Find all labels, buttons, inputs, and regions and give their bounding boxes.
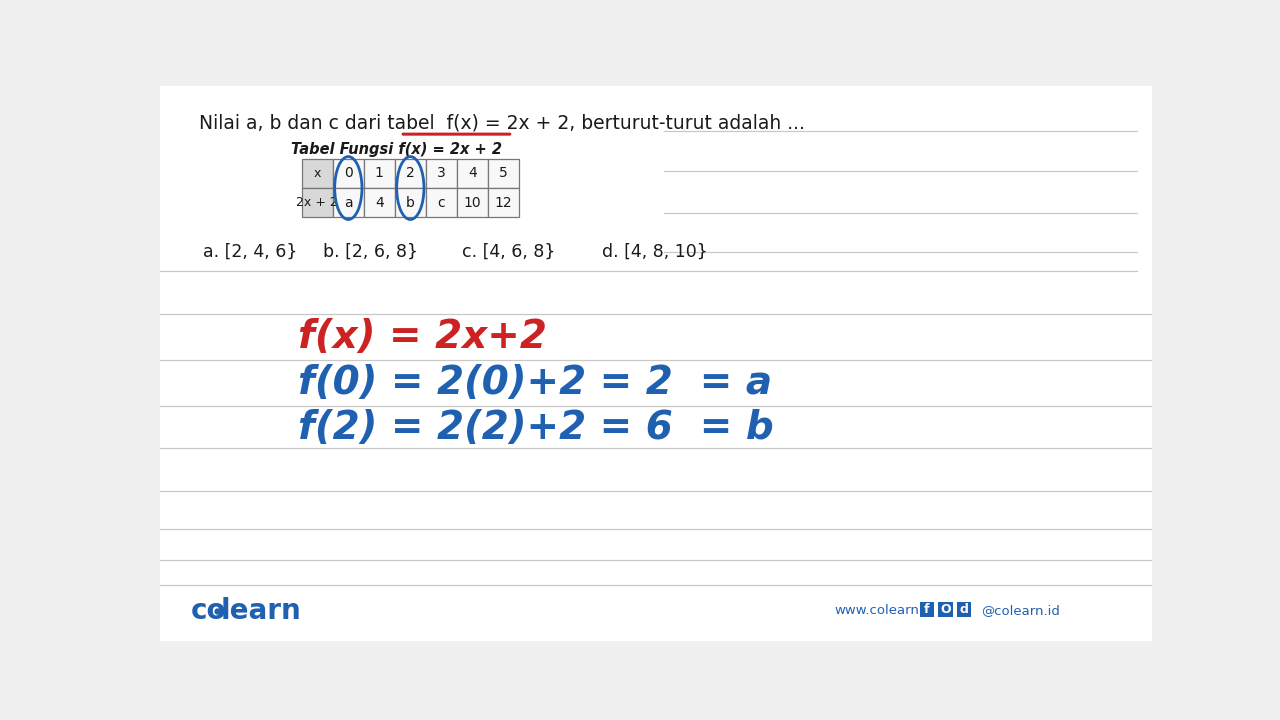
Text: a. [2, 4, 6}: a. [2, 4, 6} — [202, 243, 297, 261]
Text: 4: 4 — [375, 196, 384, 210]
Bar — [488, 188, 518, 217]
Text: Tabel Fungsi f(x) = 2x + 2: Tabel Fungsi f(x) = 2x + 2 — [291, 142, 502, 157]
Bar — [938, 601, 952, 617]
Text: Nilai a, b dan c dari tabel  f(x) = 2x + 2, berturut-turut adalah ...: Nilai a, b dan c dari tabel f(x) = 2x + … — [198, 114, 805, 133]
Bar — [426, 188, 457, 217]
Text: 3: 3 — [436, 166, 445, 181]
Text: b: b — [406, 196, 415, 210]
Text: d. [4, 8, 10}: d. [4, 8, 10} — [602, 243, 708, 261]
Bar — [364, 188, 394, 217]
Text: d: d — [960, 603, 969, 616]
Text: x: x — [314, 167, 321, 180]
Bar — [919, 601, 934, 617]
Bar — [364, 159, 394, 188]
Text: @colearn.id: @colearn.id — [982, 604, 1060, 617]
Bar — [488, 159, 518, 188]
Text: c. [4, 6, 8}: c. [4, 6, 8} — [462, 243, 556, 261]
Bar — [302, 159, 333, 188]
Text: f(0) = 2(0)+2 = 2  = a: f(0) = 2(0)+2 = 2 = a — [298, 364, 772, 402]
Text: 4: 4 — [468, 166, 476, 181]
Bar — [956, 601, 972, 617]
Bar — [457, 188, 488, 217]
Text: 10: 10 — [463, 196, 481, 210]
Text: O: O — [940, 603, 951, 616]
Text: 12: 12 — [494, 196, 512, 210]
Text: co: co — [191, 597, 227, 625]
Text: c: c — [438, 196, 445, 210]
Bar — [426, 159, 457, 188]
Bar — [394, 188, 426, 217]
Text: f: f — [924, 603, 929, 616]
Text: learn: learn — [220, 597, 301, 625]
Text: b. [2, 6, 8}: b. [2, 6, 8} — [323, 243, 417, 261]
Bar — [457, 159, 488, 188]
Text: a: a — [344, 196, 352, 210]
Bar — [333, 188, 364, 217]
Text: f(2) = 2(2)+2 = 6  = b: f(2) = 2(2)+2 = 6 = b — [298, 408, 773, 446]
Text: f(x) = 2x+2: f(x) = 2x+2 — [298, 318, 547, 356]
Bar — [394, 159, 426, 188]
Text: 5: 5 — [499, 166, 508, 181]
Text: 0: 0 — [344, 166, 353, 181]
Text: 2: 2 — [406, 166, 415, 181]
Text: 1: 1 — [375, 166, 384, 181]
Text: 2x + 2: 2x + 2 — [297, 196, 338, 210]
Text: www.colearn.id: www.colearn.id — [835, 604, 936, 617]
Bar — [302, 188, 333, 217]
Bar — [333, 159, 364, 188]
